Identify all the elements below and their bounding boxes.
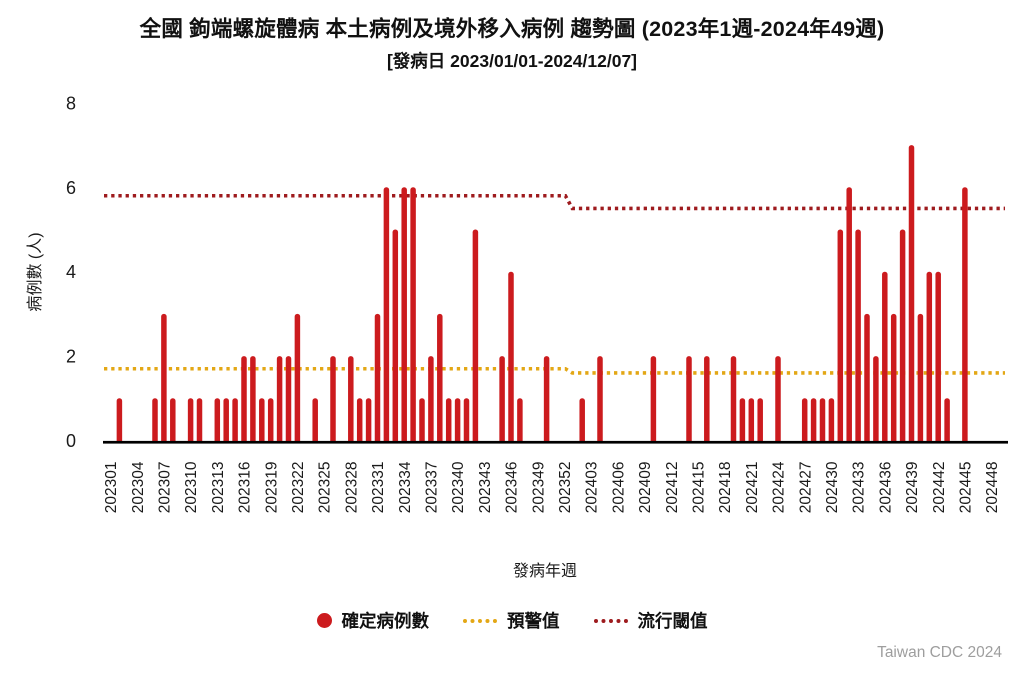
svg-text:202310: 202310 — [183, 461, 200, 513]
source-credit: Taiwan CDC 2024 — [877, 644, 1002, 661]
svg-text:202424: 202424 — [771, 461, 788, 513]
svg-text:202322: 202322 — [290, 462, 307, 514]
svg-text:202319: 202319 — [263, 462, 280, 514]
svg-text:202340: 202340 — [450, 461, 467, 513]
legend-confirmed-cases-label: 確定病例數 — [341, 611, 430, 631]
svg-text:202418: 202418 — [717, 462, 734, 514]
epidemic-threshold-marker-icon — [593, 618, 628, 623]
svg-text:202331: 202331 — [370, 462, 387, 514]
chart-title: 全國 鉤端螺旋體病 本土病例及境外移入病例 趨勢圖 (2023年1週-2024年… — [139, 17, 885, 41]
svg-text:202436: 202436 — [877, 462, 894, 514]
svg-text:4: 4 — [66, 262, 76, 282]
svg-text:8: 8 — [66, 93, 76, 113]
svg-text:202403: 202403 — [584, 462, 601, 514]
svg-text:202430: 202430 — [824, 461, 841, 513]
svg-text:202421: 202421 — [744, 462, 761, 514]
svg-text:202349: 202349 — [530, 462, 547, 514]
svg-text:202343: 202343 — [477, 462, 494, 514]
svg-text:202427: 202427 — [797, 462, 814, 514]
svg-text:6: 6 — [66, 178, 76, 198]
svg-text:202346: 202346 — [504, 462, 521, 514]
legend-warning-value-label: 預警值 — [507, 611, 560, 631]
confirmed-cases-marker-icon — [316, 613, 332, 628]
svg-text:發病年週: 發病年週 — [513, 562, 577, 580]
svg-text:202334: 202334 — [397, 461, 414, 513]
svg-text:202445: 202445 — [958, 462, 975, 514]
svg-text:202307: 202307 — [157, 462, 174, 514]
svg-text:202304: 202304 — [130, 461, 147, 513]
legend-item-confirmed-cases: 確定病例數 — [316, 608, 430, 633]
svg-text:0: 0 — [66, 431, 76, 451]
svg-text:202409: 202409 — [637, 462, 654, 514]
svg-text:202433: 202433 — [851, 462, 868, 514]
warning-value-marker-icon — [463, 618, 497, 623]
svg-text:202439: 202439 — [904, 462, 921, 514]
svg-text:202412: 202412 — [664, 462, 681, 514]
legend-item-epidemic-threshold: 流行閾值 — [593, 608, 708, 633]
legend-item-warning-value: 預警值 — [463, 608, 560, 633]
svg-text:202337: 202337 — [424, 462, 441, 514]
svg-text:2: 2 — [66, 347, 76, 367]
svg-text:202316: 202316 — [237, 462, 254, 514]
legend-epidemic-threshold-label: 流行閾值 — [637, 611, 708, 631]
svg-text:202352: 202352 — [557, 462, 574, 514]
svg-text:病例數 (人): 病例數 (人) — [26, 232, 44, 311]
svg-text:202448: 202448 — [984, 461, 1001, 513]
svg-text:202328: 202328 — [343, 462, 360, 514]
svg-text:202442: 202442 — [931, 462, 948, 514]
svg-text:202406: 202406 — [610, 462, 627, 514]
chart-subtitle: [發病日 2023/01/01-2024/12/07] — [386, 51, 638, 71]
svg-text:202313: 202313 — [210, 462, 227, 514]
svg-text:202325: 202325 — [317, 462, 334, 514]
svg-text:202415: 202415 — [691, 462, 708, 514]
legend: 確定病例數 預警值 流行閾值 — [0, 608, 1024, 633]
svg-text:202301: 202301 — [103, 462, 120, 514]
